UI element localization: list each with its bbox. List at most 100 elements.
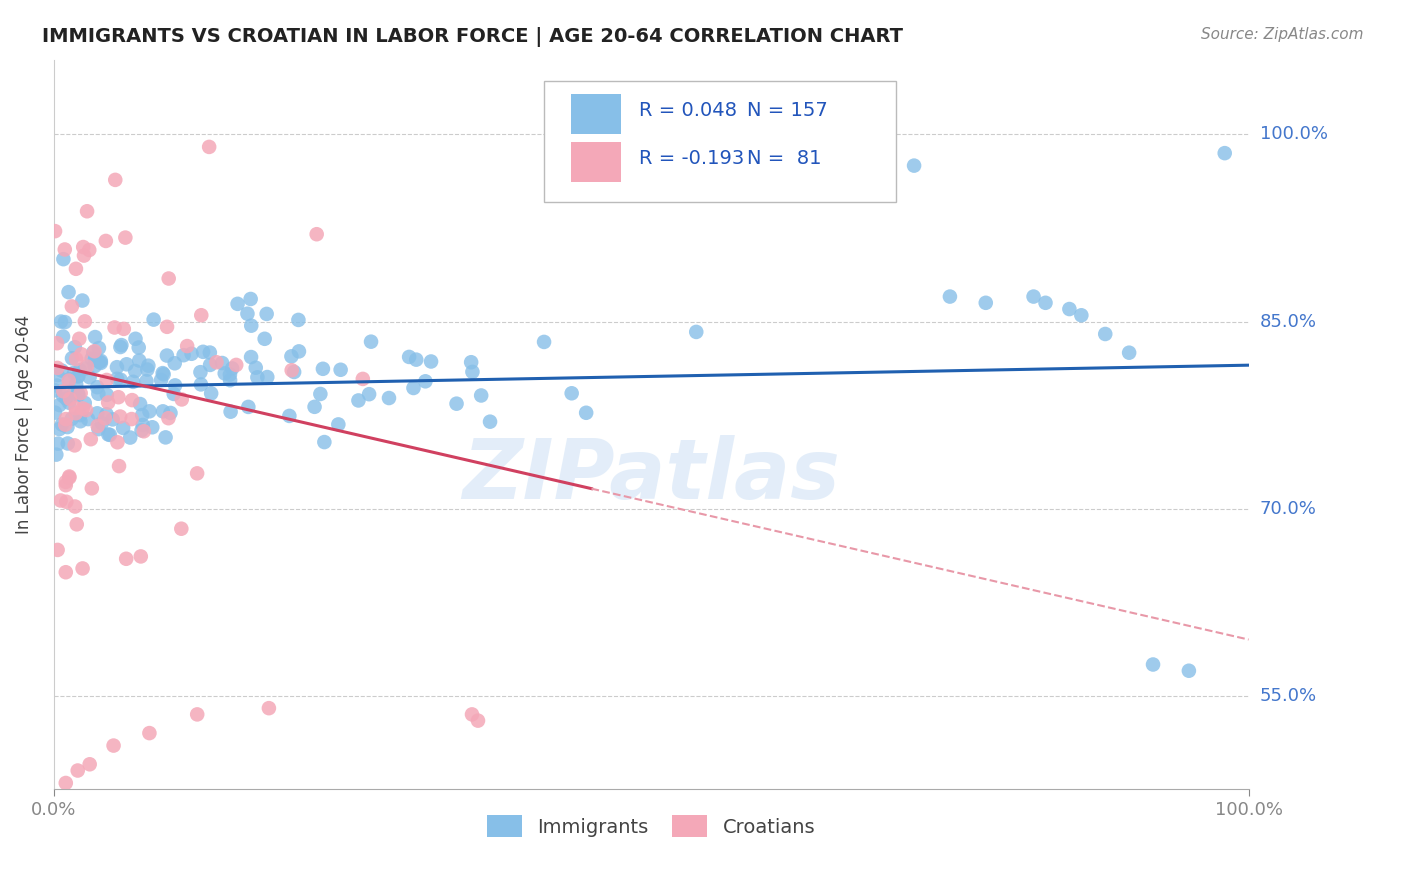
Point — [45, 448, 67, 462]
Point — [256, 307, 278, 321]
Point — [76, 359, 98, 374]
Point — [86, 406, 108, 420]
Text: 100.0%: 100.0% — [1260, 126, 1327, 144]
Point — [156, 349, 179, 363]
Point — [257, 701, 280, 715]
Point — [170, 392, 193, 407]
Point — [55, 412, 77, 426]
Point — [72, 293, 94, 308]
Point — [49, 314, 72, 328]
Point — [65, 352, 87, 367]
Point — [150, 373, 173, 387]
Point — [77, 243, 100, 257]
Point — [46, 542, 69, 557]
Text: 85.0%: 85.0% — [1260, 312, 1317, 331]
Point — [63, 438, 86, 452]
Text: R = 0.048: R = 0.048 — [640, 101, 737, 120]
Point — [128, 341, 150, 355]
Point — [305, 227, 328, 242]
Point — [157, 271, 180, 285]
Point — [165, 378, 187, 392]
Point — [96, 388, 118, 402]
Point — [77, 412, 100, 426]
Point — [94, 411, 117, 425]
Point — [86, 419, 108, 434]
Point — [73, 314, 96, 328]
Y-axis label: In Labor Force | Age 20-64: In Labor Force | Age 20-64 — [15, 315, 32, 534]
Text: ZIPatlas: ZIPatlas — [463, 435, 841, 516]
Point — [55, 566, 77, 580]
Point — [90, 356, 112, 370]
Point — [152, 368, 174, 382]
Point — [87, 341, 110, 355]
Point — [329, 363, 352, 377]
Point — [191, 344, 214, 359]
Point — [138, 726, 160, 740]
Point — [90, 416, 112, 430]
Legend: Immigrants, Croatians: Immigrants, Croatians — [479, 807, 823, 846]
Point — [52, 252, 75, 267]
Point — [76, 204, 98, 219]
Point — [121, 412, 143, 426]
Point — [155, 430, 177, 444]
Point — [55, 475, 77, 489]
Point — [156, 319, 179, 334]
Point — [238, 400, 260, 414]
Point — [53, 315, 76, 329]
Point — [479, 415, 502, 429]
Point — [112, 421, 135, 435]
Point — [108, 459, 131, 474]
Point — [67, 369, 90, 384]
Point — [246, 370, 269, 384]
Point — [110, 340, 132, 354]
Point — [56, 436, 79, 450]
Point — [46, 368, 69, 382]
Text: 70.0%: 70.0% — [1260, 500, 1316, 517]
Point — [84, 352, 107, 367]
Point — [190, 308, 212, 322]
Point — [157, 411, 180, 425]
Point — [56, 420, 79, 434]
Point — [446, 397, 468, 411]
Point — [405, 352, 427, 367]
Point — [53, 243, 76, 257]
Point — [90, 354, 112, 368]
Point — [122, 375, 145, 389]
Point — [159, 406, 181, 420]
Point — [49, 493, 72, 508]
Bar — [571, 142, 621, 182]
Point — [55, 478, 77, 492]
Point — [180, 347, 202, 361]
Point — [198, 345, 221, 359]
Point — [46, 436, 69, 450]
Point — [1213, 146, 1236, 161]
Point — [312, 361, 335, 376]
Point — [309, 387, 332, 401]
Point — [240, 318, 263, 333]
Point — [84, 330, 107, 344]
Point — [105, 372, 128, 386]
Point — [51, 363, 73, 377]
Point — [467, 714, 489, 728]
Point — [73, 396, 96, 410]
Point — [219, 405, 242, 419]
Point — [108, 409, 131, 424]
Point — [87, 422, 110, 436]
Point — [402, 381, 425, 395]
Point — [72, 240, 94, 254]
Point — [114, 230, 136, 244]
Point — [52, 389, 75, 403]
Point — [575, 406, 598, 420]
Point — [236, 307, 259, 321]
Point — [190, 365, 212, 379]
Point — [55, 495, 77, 509]
Point — [98, 428, 121, 442]
Point — [200, 386, 222, 401]
Point — [460, 355, 482, 369]
Point — [79, 757, 101, 772]
Point — [48, 398, 70, 412]
Text: 55.0%: 55.0% — [1260, 687, 1317, 705]
Point — [359, 387, 381, 401]
Point — [44, 406, 66, 420]
Point — [103, 320, 125, 334]
